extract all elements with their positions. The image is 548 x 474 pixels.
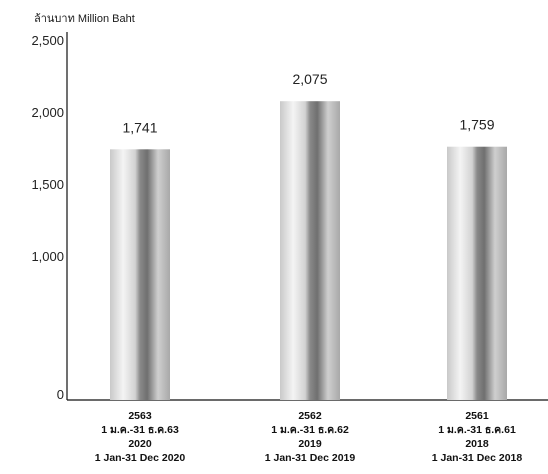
x-category-label: 2561 <box>465 410 489 422</box>
x-category-label: 1 ม.ค.-31 ธ.ค.63 <box>101 424 179 436</box>
x-category-label: 2019 <box>298 438 322 450</box>
x-category-label: 2563 <box>128 410 152 422</box>
y-axis-unit-label: ล้านบาท Million Baht <box>34 13 135 25</box>
y-tick-label: 2,500 <box>31 33 64 48</box>
x-category-label: 1 Jan-31 Dec 2019 <box>265 452 356 464</box>
bar-value-label: 2,075 <box>292 71 327 87</box>
x-category-label: 1 ม.ค.-31 ธ.ค.62 <box>271 424 349 436</box>
x-category-label: 2018 <box>465 438 489 450</box>
y-tick-label: 2,000 <box>31 105 64 120</box>
y-tick-label: 0 <box>57 387 64 402</box>
x-category-label: 1 Jan-31 Dec 2018 <box>432 452 523 464</box>
x-category-label: 2020 <box>128 438 152 450</box>
x-category-label: 1 ม.ค.-31 ธ.ค.61 <box>438 424 516 436</box>
bar-value-label: 1,759 <box>459 117 494 133</box>
bar <box>280 101 340 400</box>
bar <box>447 146 507 400</box>
x-category-label: 1 Jan-31 Dec 2020 <box>95 452 186 464</box>
bar-value-label: 1,741 <box>122 119 157 135</box>
y-tick-label: 1,500 <box>31 177 64 192</box>
bar <box>110 149 170 400</box>
x-category-label: 2562 <box>298 410 322 422</box>
y-tick-label: 1,000 <box>31 249 64 264</box>
